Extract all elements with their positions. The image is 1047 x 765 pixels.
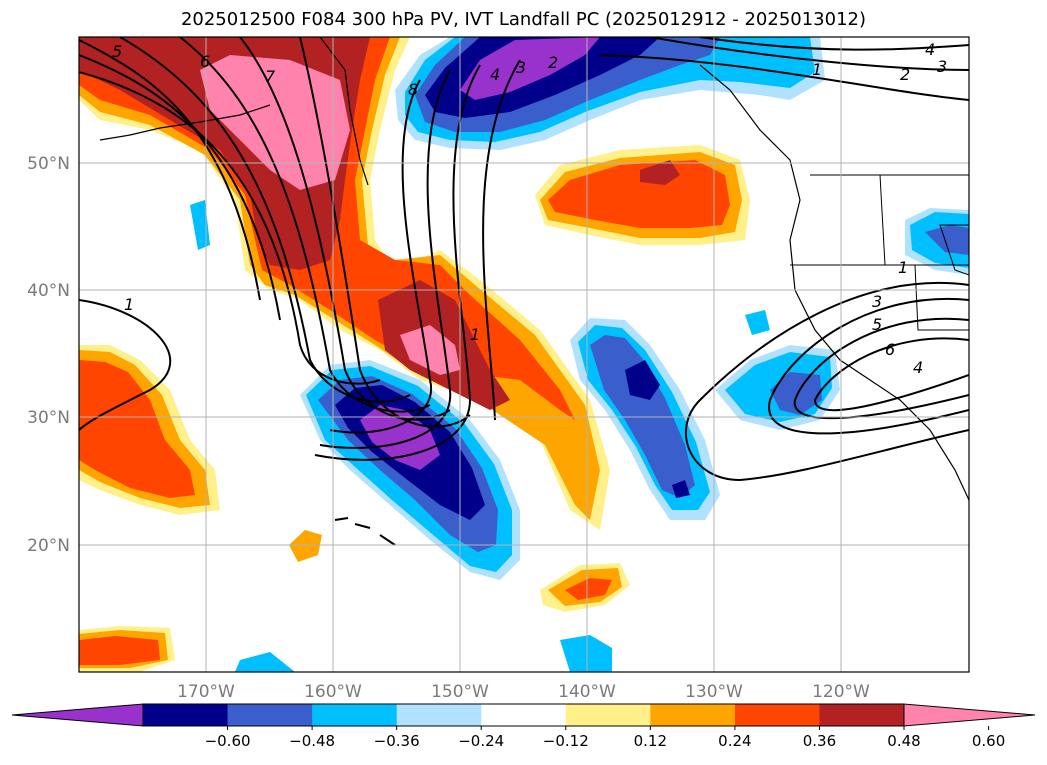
colorbar-bin [819, 704, 905, 726]
colorbar-bin [734, 704, 820, 726]
colorbar-tick-label: −0.36 [374, 732, 420, 750]
svg-text:1: 1 [124, 295, 134, 314]
svg-text:3: 3 [872, 292, 882, 311]
svg-text:1: 1 [470, 325, 480, 344]
lat-label: 50°N [27, 154, 70, 174]
figure-title: 2025012500 F084 300 hPa PV, IVT Landfall… [180, 9, 867, 30]
north-america-coast [699, 64, 969, 501]
colorbar-bin [143, 704, 229, 726]
svg-text:1: 1 [812, 60, 822, 79]
colorbar-tick-label: −0.24 [458, 732, 504, 750]
colorbar-tick-label: 0.36 [803, 732, 836, 750]
colorbar-bin [312, 704, 398, 726]
colorbar: −0.60 −0.48 −0.36 −0.24 −0.12 0.12 0.24 0.36 0.4… [11, 703, 1036, 750]
lon-label: 170°W [177, 682, 235, 702]
svg-text:8: 8 [408, 80, 418, 99]
colorbar-tick-label: −0.12 [543, 732, 589, 750]
lat-label: 30°N [27, 408, 70, 428]
lon-label: 120°W [812, 682, 870, 702]
svg-text:2: 2 [548, 53, 558, 72]
svg-text:4: 4 [913, 358, 923, 377]
svg-text:1: 1 [898, 258, 908, 277]
colorbar-tick-label: −0.60 [205, 732, 251, 750]
latitude-labels: 50°N 40°N 30°N 20°N [27, 154, 70, 556]
colorbar-bin [565, 704, 651, 726]
colorbar-tick-label: −0.48 [289, 732, 335, 750]
svg-text:4: 4 [490, 65, 500, 84]
svg-text:2: 2 [900, 65, 910, 84]
lon-label: 160°W [304, 682, 362, 702]
coastlines [99, 37, 969, 546]
svg-text:5: 5 [872, 315, 882, 334]
svg-text:6: 6 [885, 340, 895, 359]
ivt-contours [79, 37, 969, 482]
colorbar-bin [396, 704, 482, 726]
lon-label: 130°W [685, 682, 743, 702]
map-frame [78, 36, 970, 673]
colorbar-tick-label: 0.60 [972, 732, 1005, 750]
svg-text:7: 7 [265, 67, 276, 86]
svg-text:3: 3 [516, 58, 526, 77]
lat-label: 40°N [27, 281, 70, 301]
longitude-labels: 170°W 160°W 150°W 140°W 130°W 120°W [177, 682, 870, 702]
svg-text:6: 6 [200, 52, 210, 71]
svg-text:5: 5 [112, 42, 122, 61]
colorbar-extend-left [11, 703, 144, 727]
lon-label: 150°W [431, 682, 489, 702]
colorbar-outline [142, 703, 905, 727]
svg-text:4: 4 [925, 40, 935, 59]
svg-text:3: 3 [937, 57, 947, 76]
colorbar-extend-right [903, 703, 1036, 727]
lon-label: 140°W [558, 682, 616, 702]
colorbar-tick-label: 0.24 [718, 732, 751, 750]
colorbar-bin [481, 704, 567, 726]
contour-labels: 5 6 7 8 1 1 4 3 2 1 2 3 4 1 3 5 6 4 [112, 40, 947, 377]
lat-label: 20°N [27, 536, 70, 556]
colorbar-bin [227, 704, 313, 726]
colorbar-tick-label: 0.48 [887, 732, 920, 750]
gridlines [79, 37, 969, 672]
colorbar-tick-label: 0.12 [634, 732, 667, 750]
colorbar-bin [650, 704, 736, 726]
